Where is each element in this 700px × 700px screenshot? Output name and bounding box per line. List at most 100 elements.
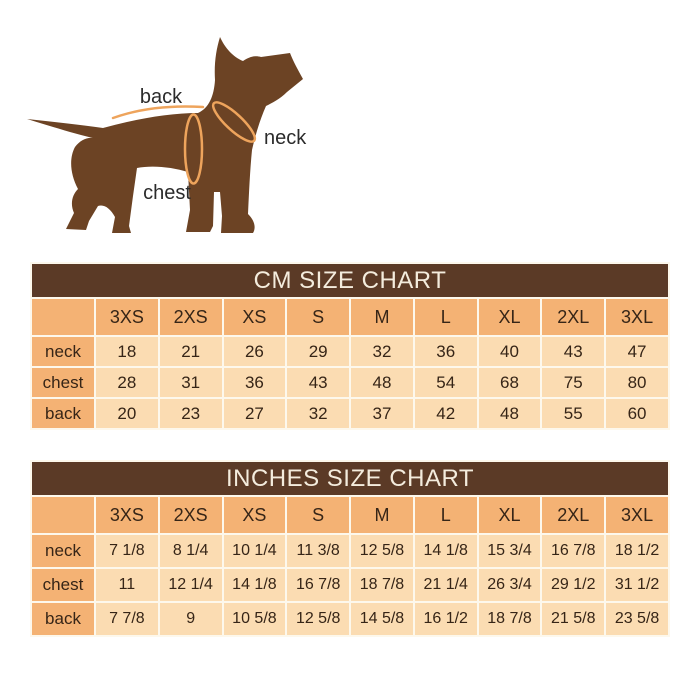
value-cell: 9 — [157, 601, 224, 637]
inches-neck-row: neck 7 1/8 8 1/4 10 1/4 11 3/8 12 5/8 14… — [30, 533, 670, 569]
inches-size-header-row: 3XS 2XS XS S M L XL 2XL 3XL — [30, 495, 670, 535]
size-col-header: L — [412, 297, 479, 337]
value-cell: 26 — [221, 335, 288, 368]
cm-neck-row: neck 18 21 26 29 32 36 40 43 47 — [30, 335, 670, 368]
value-cell: 42 — [412, 397, 479, 430]
back-label: back — [140, 86, 183, 108]
size-col-header: 2XS — [157, 495, 224, 535]
value-cell: 75 — [540, 366, 607, 399]
value-cell: 54 — [412, 366, 479, 399]
neck-label: neck — [264, 127, 307, 149]
size-col-header: S — [285, 297, 352, 337]
value-cell: 80 — [604, 366, 670, 399]
value-cell: 12 5/8 — [285, 601, 352, 637]
size-col-header: XS — [221, 495, 288, 535]
size-col-header: 2XL — [540, 495, 607, 535]
value-cell: 12 5/8 — [349, 533, 415, 569]
row-label: back — [30, 397, 96, 430]
value-cell: 16 7/8 — [285, 567, 352, 603]
size-col-header: XL — [476, 297, 543, 337]
value-cell: 8 1/4 — [157, 533, 224, 569]
cm-table-title: CM SIZE CHART — [30, 262, 670, 299]
row-label: chest — [30, 366, 96, 399]
value-cell: 7 7/8 — [94, 601, 160, 637]
cm-chest-row: chest 28 31 36 43 48 54 68 75 80 — [30, 366, 670, 399]
chest-measure-ellipse — [183, 113, 204, 185]
dog-measurement-diagram: back neck chest — [27, 37, 307, 233]
value-cell: 43 — [540, 335, 607, 368]
value-cell: 26 3/4 — [476, 567, 543, 603]
inches-size-table: INCHES SIZE CHART 3XS 2XS XS S M L XL 2X… — [30, 460, 670, 637]
value-cell: 55 — [540, 397, 607, 430]
value-cell: 16 1/2 — [412, 601, 479, 637]
value-cell: 10 1/4 — [221, 533, 288, 569]
neck-measure-ellipse — [211, 101, 257, 143]
corner-cell — [30, 495, 96, 535]
value-cell: 29 1/2 — [540, 567, 607, 603]
value-cell: 20 — [94, 397, 160, 430]
value-cell: 11 3/8 — [285, 533, 352, 569]
value-cell: 27 — [221, 397, 288, 430]
value-cell: 14 1/8 — [412, 533, 479, 569]
size-col-header: 3XS — [94, 297, 160, 337]
inches-back-row: back 7 7/8 9 10 5/8 12 5/8 14 5/8 16 1/2… — [30, 601, 670, 637]
value-cell: 23 — [157, 397, 224, 430]
size-col-header: 2XS — [157, 297, 224, 337]
value-cell: 31 1/2 — [604, 567, 670, 603]
inches-chest-row: chest 11 12 1/4 14 1/8 16 7/8 18 7/8 21 … — [30, 567, 670, 603]
size-col-header: M — [349, 297, 415, 337]
value-cell: 48 — [349, 366, 415, 399]
value-cell: 68 — [476, 366, 543, 399]
value-cell: 48 — [476, 397, 543, 430]
value-cell: 29 — [285, 335, 352, 368]
value-cell: 36 — [412, 335, 479, 368]
corner-cell — [30, 297, 96, 337]
value-cell: 15 3/4 — [476, 533, 543, 569]
value-cell: 18 — [94, 335, 160, 368]
inches-table-title-row: INCHES SIZE CHART — [30, 460, 670, 497]
chest-label: chest — [143, 182, 191, 204]
size-col-header: S — [285, 495, 352, 535]
value-cell: 47 — [604, 335, 670, 368]
size-col-header: 3XL — [604, 297, 670, 337]
inches-table-title: INCHES SIZE CHART — [30, 460, 670, 497]
value-cell: 23 5/8 — [604, 601, 670, 637]
cm-size-table: CM SIZE CHART 3XS 2XS XS S M L XL 2XL 3X… — [30, 262, 670, 430]
cm-size-header-row: 3XS 2XS XS S M L XL 2XL 3XL — [30, 297, 670, 337]
value-cell: 36 — [221, 366, 288, 399]
value-cell: 11 — [94, 567, 160, 603]
value-cell: 21 1/4 — [412, 567, 479, 603]
size-col-header: L — [412, 495, 479, 535]
value-cell: 28 — [94, 366, 160, 399]
value-cell: 10 5/8 — [221, 601, 288, 637]
size-col-header: XL — [476, 495, 543, 535]
cm-table-title-row: CM SIZE CHART — [30, 262, 670, 299]
value-cell: 32 — [285, 397, 352, 430]
value-cell: 32 — [349, 335, 415, 368]
value-cell: 18 7/8 — [349, 567, 415, 603]
back-measure-line — [111, 105, 205, 120]
value-cell: 43 — [285, 366, 352, 399]
size-col-header: 3XS — [94, 495, 160, 535]
value-cell: 40 — [476, 335, 543, 368]
cm-back-row: back 20 23 27 32 37 42 48 55 60 — [30, 397, 670, 430]
size-col-header: 3XL — [604, 495, 670, 535]
row-label: neck — [30, 335, 96, 368]
size-col-header: XS — [221, 297, 288, 337]
value-cell: 60 — [604, 397, 670, 430]
value-cell: 14 5/8 — [349, 601, 415, 637]
value-cell: 21 5/8 — [540, 601, 607, 637]
value-cell: 18 7/8 — [476, 601, 543, 637]
value-cell: 12 1/4 — [157, 567, 224, 603]
row-label: chest — [30, 567, 96, 603]
value-cell: 14 1/8 — [221, 567, 288, 603]
value-cell: 37 — [349, 397, 415, 430]
size-col-header: M — [349, 495, 415, 535]
row-label: back — [30, 601, 96, 637]
value-cell: 31 — [157, 366, 224, 399]
size-col-header: 2XL — [540, 297, 607, 337]
value-cell: 18 1/2 — [604, 533, 670, 569]
value-cell: 16 7/8 — [540, 533, 607, 569]
value-cell: 21 — [157, 335, 224, 368]
